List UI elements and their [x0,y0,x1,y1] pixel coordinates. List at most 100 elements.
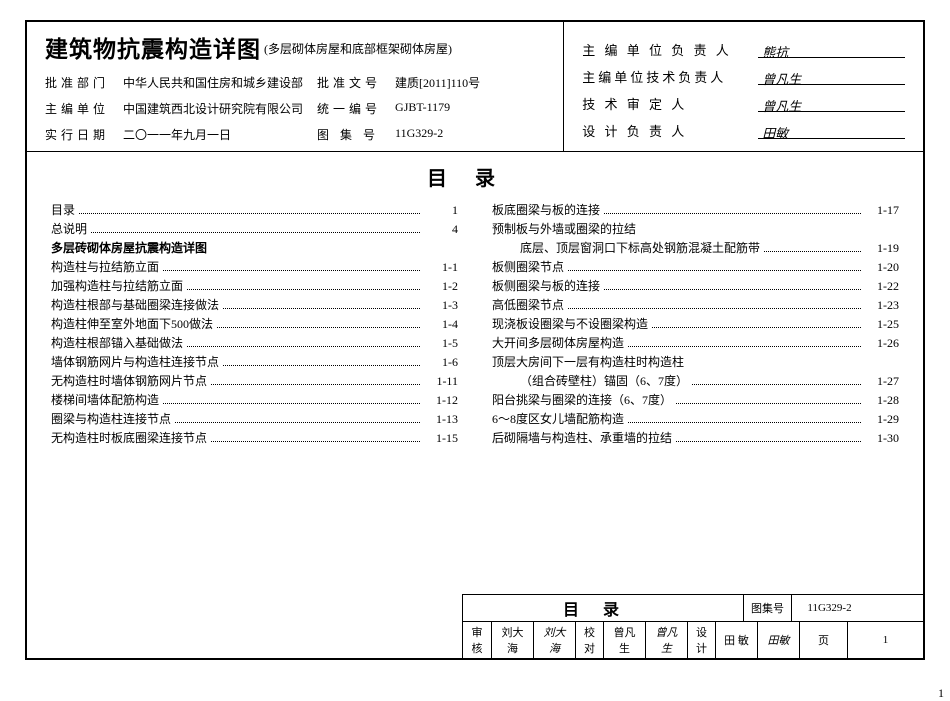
toc-entry: 6～8度区女儿墙配筋构造 1-29 [492,410,899,427]
signer-role: 主 编 单 位 负 责 人 [582,40,752,59]
footer-title: 目录 [463,595,743,621]
toc-entry: 板侧圈梁与板的连接 1-22 [492,277,899,294]
toc-entry-title: 构造柱根部锚入基础做法 [51,334,183,351]
designer-sign: 田敏 [757,621,799,658]
meta-label: 统一编号 [317,100,381,117]
toc-entry: 高低圈梁节点1-23 [492,296,899,313]
toc-leader-dots [628,422,861,423]
toc-leader-dots [223,365,420,366]
reviewer-label: 审核 [463,621,491,658]
signature-row: 主编单位技术负责人 曾凡生 [582,67,905,86]
toc-columns: 目录1 总说明 4 多层砖砌体房屋抗震构造详图构造柱与拉结筋立面1-1 加强构造柱与拉结… [51,199,899,448]
toc-entry: 构造柱伸至室外地面下500做法1-4 [51,315,458,332]
toc-entry: 板侧圈梁节点 1-20 [492,258,899,275]
toc-entry-page: 1-11 [424,374,458,389]
toc-entry-title: 现浇板设圈梁与不设圈梁构造 [492,315,648,332]
signature-row: 技 术 审 定 人 曾凡生 [582,94,905,113]
signature-block: 主 编 单 位 负 责 人 熊抗 主编单位技术负责人 曾凡生 技 术 审 定 人… [564,22,923,151]
toc-entry: 无构造柱时墙体钢筋网片节点1-11 [51,372,458,389]
toc-leader-dots [692,384,861,385]
toc-leader-dots [676,403,861,404]
signer-role: 主编单位技术负责人 [582,67,752,86]
toc-entry-title: 板侧圈梁与板的连接 [492,277,600,294]
toc-entry-title: 多层砖砌体房屋抗震构造详图 [51,239,207,256]
toc-entry: 多层砖砌体房屋抗震构造详图 [51,239,458,256]
toc-entry-title: 板底圈梁与板的连接 [492,201,600,218]
designer-label: 设计 [687,621,715,658]
atlas-no-value: 11G329-2 [791,595,867,621]
signer-role: 技 术 审 定 人 [582,94,752,113]
checker-name: 曾凡生 [603,621,645,658]
toc-entry: 总说明 4 [51,220,458,237]
toc-leader-dots [568,270,861,271]
toc-entry-page: 1-12 [424,393,458,408]
meta-label: 批准部门 [45,74,109,91]
toc-leader-dots [187,289,420,290]
sheet-page-number: 1 [938,686,944,701]
document-title: 建筑物抗震构造详图 [45,36,261,62]
toc-entry-title: 板侧圈梁节点 [492,258,564,275]
signer-role: 设 计 负 责 人 [582,121,752,140]
toc-leader-dots [568,308,861,309]
toc-entry-title: 总说明 [51,220,87,237]
toc-entry: 阳台挑梁与圈梁的连接（6、7度）1-28 [492,391,899,408]
toc-entry: 目录1 [51,201,458,218]
toc-heading: 目录 [51,162,899,191]
toc-leader-dots [764,251,861,252]
meta-label: 实行日期 [45,126,109,143]
toc-column-left: 目录1 总说明 4 多层砖砌体房屋抗震构造详图构造柱与拉结筋立面1-1 加强构造柱与拉结… [51,199,458,448]
toc-entry-page: 1-13 [424,412,458,427]
signature: 田敏 [758,123,905,139]
toc-leader-dots [652,327,861,328]
toc-entry-title: 构造柱根部与基础圈梁连接做法 [51,296,219,313]
page-number: 1 [847,621,923,658]
toc-entry-page: 1-26 [865,336,899,351]
meta-label: 图 集 号 [317,126,381,143]
toc-entry-page: 1-20 [865,260,899,275]
metadata-grid: 批准部门 中华人民共和国住房和城乡建设部 批准文号 建质[2011]110号 主… [45,74,545,143]
toc-entry-title: 6～8度区女儿墙配筋构造 [492,410,624,427]
signature-row: 主 编 单 位 负 责 人 熊抗 [582,40,905,59]
toc-entry: 构造柱根部与基础圈梁连接做法 1-3 [51,296,458,313]
toc-body: 目录 目录1 总说明 4 多层砖砌体房屋抗震构造详图构造柱与拉结筋立面1-1 加强构造柱… [27,152,923,452]
toc-leader-dots [604,289,861,290]
toc-entry-page: 1 [424,203,458,218]
toc-entry-title: 圈梁与构造柱连接节点 [51,410,171,427]
toc-entry: 底层、顶层窗洞口下标高处钢筋混凝土配筋带1-19 [492,239,899,256]
checker-sign: 曾凡生 [645,621,687,658]
toc-entry: 墙体钢筋网片与构造柱连接节点1-6 [51,353,458,370]
toc-entry: 加强构造柱与拉结筋立面 1-2 [51,277,458,294]
reviewer-sign: 刘大海 [533,621,575,658]
toc-entry-title: 加强构造柱与拉结筋立面 [51,277,183,294]
toc-entry-title: 大开间多层砌体房屋构造 [492,334,624,351]
toc-entry: 板底圈梁与板的连接1-17 [492,201,899,218]
toc-entry-title: （组合砖壁柱）锚固（6、7度） [492,372,688,389]
toc-entry-page: 1-1 [424,260,458,275]
toc-entry-page: 1-29 [865,412,899,427]
signature: 熊抗 [758,42,905,58]
toc-leader-dots [676,441,861,442]
meta-label: 主编单位 [45,100,109,117]
toc-leader-dots [175,422,420,423]
reviewer-name: 刘大海 [491,621,533,658]
toc-entry-page: 1-22 [865,279,899,294]
toc-entry-page: 1-2 [424,279,458,294]
toc-leader-dots [211,441,420,442]
toc-entry: 预制板与外墙或圈梁的拉结 [492,220,899,237]
title-block: 建筑物抗震构造详图 (多层砌体房屋和底部框架砌体房屋) 批准部门 中华人民共和国… [27,22,923,152]
toc-entry: 楼梯间墙体配筋构造1-12 [51,391,458,408]
toc-entry-page: 1-30 [865,431,899,446]
toc-entry: 顶层大房间下一层有构造柱时构造柱 [492,353,899,370]
toc-entry-page: 1-3 [424,298,458,313]
toc-entry-page: 4 [424,222,458,237]
toc-entry-page: 1-19 [865,241,899,256]
toc-entry-page: 1-5 [424,336,458,351]
toc-entry-title: 构造柱伸至室外地面下500做法 [51,315,213,332]
toc-entry: 构造柱与拉结筋立面1-1 [51,258,458,275]
toc-leader-dots [79,213,420,214]
toc-leader-dots [163,403,420,404]
page-label: 页 [799,621,847,658]
document-frame: 建筑物抗震构造详图 (多层砌体房屋和底部框架砌体房屋) 批准部门 中华人民共和国… [25,20,925,660]
toc-entry-page: 1-27 [865,374,899,389]
toc-entry-title: 无构造柱时板底圈梁连接节点 [51,429,207,446]
